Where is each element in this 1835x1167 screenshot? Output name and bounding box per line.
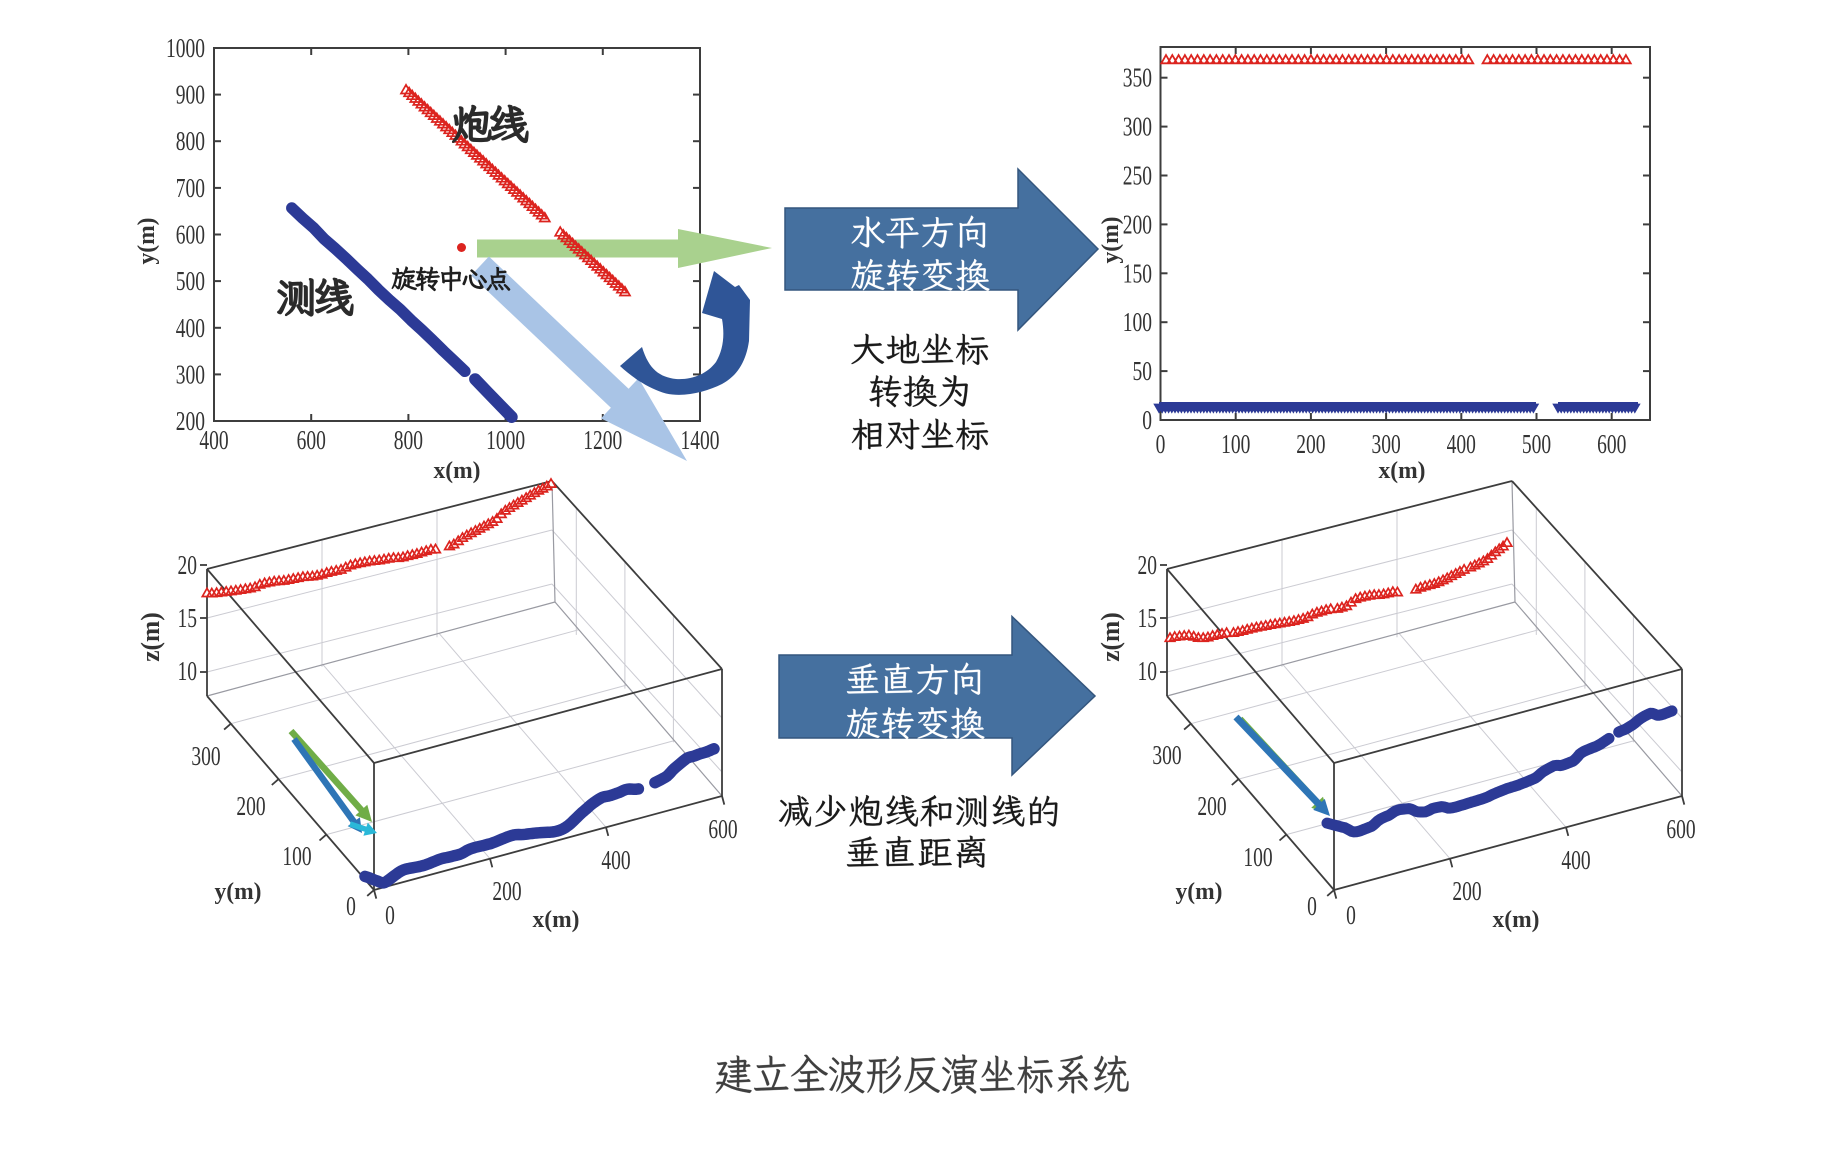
svg-text:20: 20 xyxy=(1138,551,1157,581)
svg-text:300: 300 xyxy=(1152,741,1181,771)
svg-text:10: 10 xyxy=(1138,657,1157,687)
svg-text:y(m): y(m) xyxy=(1098,217,1125,264)
svg-text:600: 600 xyxy=(176,221,205,251)
svg-text:x(m): x(m) xyxy=(434,458,481,485)
svg-text:300: 300 xyxy=(176,360,205,390)
svg-text:700: 700 xyxy=(176,174,205,204)
svg-text:100: 100 xyxy=(1243,843,1272,873)
svg-text:x(m): x(m) xyxy=(1493,907,1540,934)
svg-text:y(m): y(m) xyxy=(134,218,161,265)
svg-text:0: 0 xyxy=(346,892,356,922)
svg-text:50: 50 xyxy=(1133,357,1152,387)
svg-text:200: 200 xyxy=(1452,877,1481,907)
svg-text:15: 15 xyxy=(178,604,197,634)
svg-text:400: 400 xyxy=(199,426,228,456)
svg-text:150: 150 xyxy=(1123,259,1152,289)
svg-text:y(m): y(m) xyxy=(1176,879,1223,906)
svg-text:200: 200 xyxy=(1296,430,1325,460)
svg-text:200: 200 xyxy=(236,792,265,822)
svg-text:200: 200 xyxy=(492,877,521,907)
svg-text:300: 300 xyxy=(1371,430,1400,460)
svg-text:15: 15 xyxy=(1138,604,1157,634)
svg-text:600: 600 xyxy=(1597,430,1626,460)
svg-text:400: 400 xyxy=(176,314,205,344)
svg-text:500: 500 xyxy=(176,267,205,297)
svg-text:x(m): x(m) xyxy=(1379,458,1426,485)
svg-text:0: 0 xyxy=(1142,406,1152,436)
svg-text:500: 500 xyxy=(1522,430,1551,460)
svg-text:0: 0 xyxy=(1156,430,1166,460)
svg-text:100: 100 xyxy=(1123,308,1152,338)
svg-text:100: 100 xyxy=(1221,430,1250,460)
svg-text:400: 400 xyxy=(1447,430,1476,460)
svg-text:0: 0 xyxy=(1346,901,1356,931)
svg-text:400: 400 xyxy=(1561,846,1590,876)
svg-text:600: 600 xyxy=(1666,815,1695,845)
svg-text:300: 300 xyxy=(1123,113,1152,143)
svg-text:x(m): x(m) xyxy=(533,907,580,934)
svg-text:z(m): z(m) xyxy=(135,612,165,662)
svg-text:0: 0 xyxy=(385,901,395,931)
svg-text:350: 350 xyxy=(1123,64,1152,94)
svg-text:1200: 1200 xyxy=(583,426,622,456)
svg-text:800: 800 xyxy=(394,426,423,456)
svg-text:1000: 1000 xyxy=(486,426,525,456)
svg-text:200: 200 xyxy=(176,407,205,437)
svg-text:600: 600 xyxy=(297,426,326,456)
svg-text:z(m): z(m) xyxy=(1095,612,1125,662)
svg-text:y(m): y(m) xyxy=(215,879,262,906)
svg-text:200: 200 xyxy=(1197,792,1226,822)
svg-text:1000: 1000 xyxy=(166,34,205,64)
svg-text:200: 200 xyxy=(1123,210,1152,240)
svg-text:600: 600 xyxy=(708,815,737,845)
svg-text:20: 20 xyxy=(178,551,197,581)
svg-text:400: 400 xyxy=(601,846,630,876)
svg-text:250: 250 xyxy=(1123,162,1152,192)
svg-text:300: 300 xyxy=(191,742,220,772)
svg-text:800: 800 xyxy=(176,127,205,157)
svg-text:1400: 1400 xyxy=(681,426,720,456)
svg-text:900: 900 xyxy=(176,81,205,111)
svg-text:0: 0 xyxy=(1307,892,1317,922)
svg-text:10: 10 xyxy=(178,657,197,687)
svg-text:100: 100 xyxy=(282,842,311,872)
